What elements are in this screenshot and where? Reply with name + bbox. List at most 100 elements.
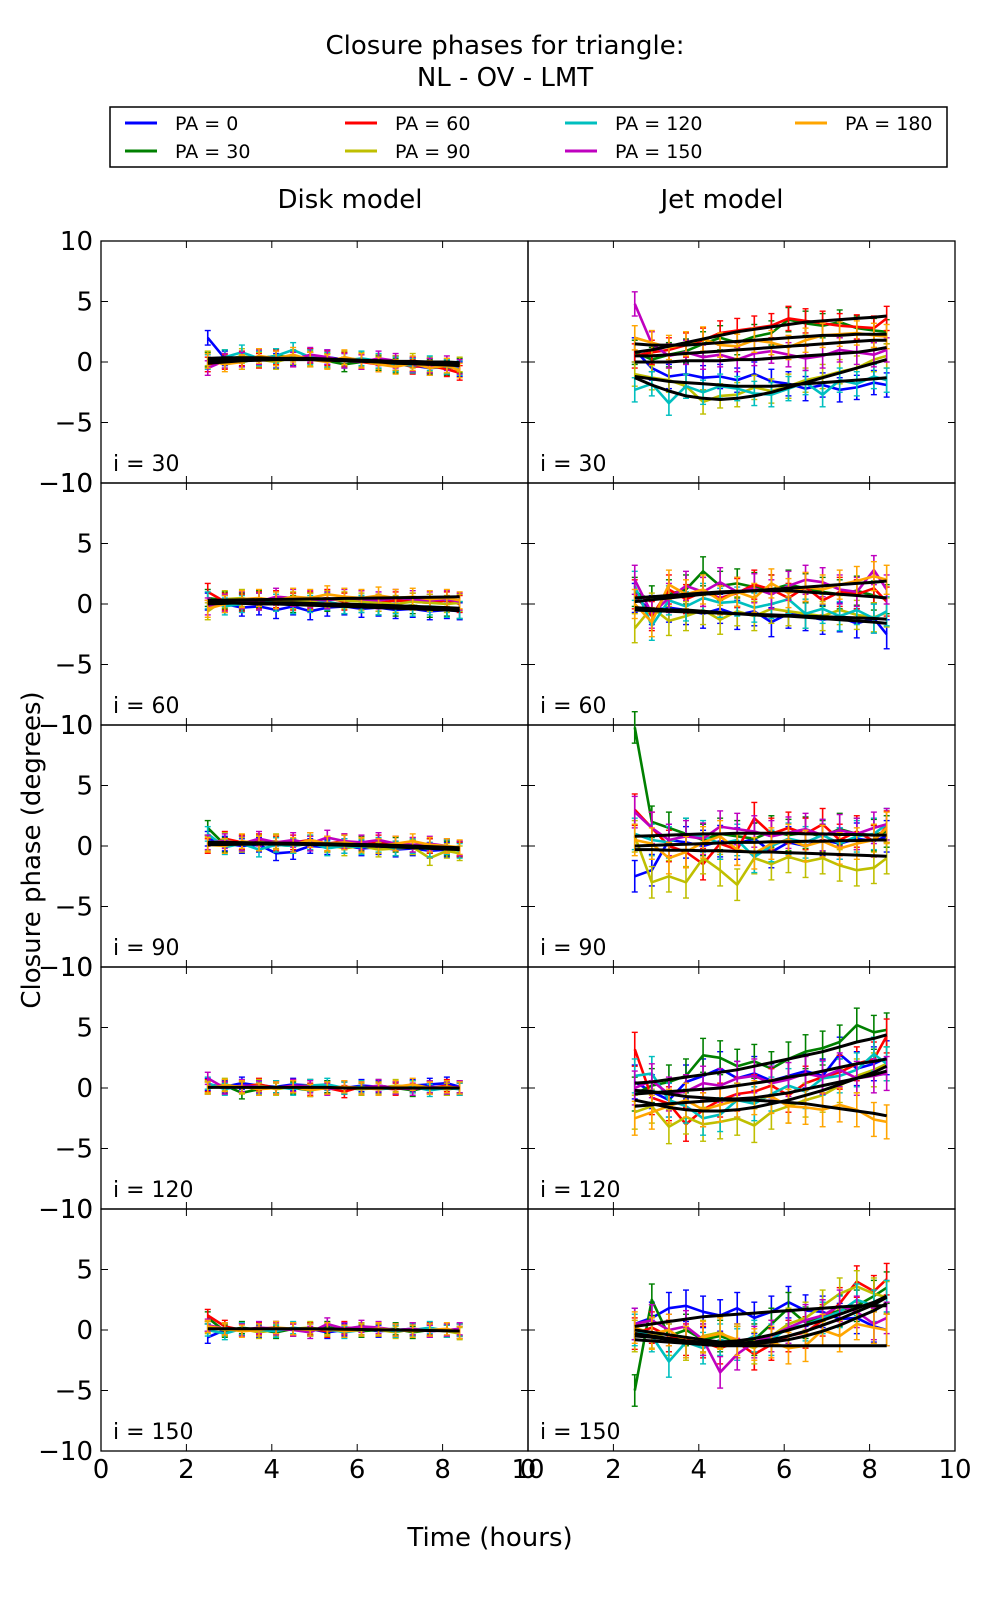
- y-tick-label: 0: [76, 348, 93, 378]
- panel-jet-150: 0 2 4 6 8 10 i = 150: [520, 1208, 972, 1485]
- figure-title-line-1: Closure phases for triangle:: [326, 31, 685, 61]
- x-tick-label: 0: [93, 1455, 110, 1485]
- y-tick-label: −10: [38, 953, 93, 983]
- model-curve: [634, 1338, 887, 1348]
- legend-label: PA = 30: [175, 141, 250, 163]
- series-line-pa-90: [633, 835, 888, 887]
- x-tick-label: 6: [349, 1455, 366, 1485]
- inclination-label: i = 150: [540, 1420, 621, 1445]
- y-tick-label: −10: [38, 1437, 93, 1467]
- y-tick-label: 10: [60, 1195, 93, 1225]
- x-axis-label: Time (hours): [406, 1523, 572, 1553]
- y-tick-label: −10: [38, 711, 93, 741]
- panel-frame: [527, 1208, 956, 1452]
- legend-label: PA = 180: [845, 113, 933, 135]
- x-tick-label: 8: [861, 1455, 878, 1485]
- series-line-pa-60: [634, 1278, 888, 1356]
- model-curve: [207, 1085, 460, 1090]
- inclination-label: i = 150: [113, 1420, 194, 1445]
- panel-jet-90: i = 90: [527, 710, 956, 968]
- model-curve: [634, 1302, 888, 1345]
- y-tick-label: 0: [76, 832, 93, 862]
- y-tick-label: −10: [38, 469, 93, 499]
- y-tick-label: −5: [55, 1377, 93, 1407]
- model-curve: [634, 1069, 888, 1101]
- y-tick-label: −5: [55, 1135, 93, 1165]
- x-tick-label: 0: [520, 1455, 537, 1485]
- model-curve: [634, 589, 887, 600]
- y-tick-label: 5: [76, 1014, 93, 1044]
- legend: PA = 0 PA = 30 PA = 60 PA = 90 PA = 120 PA = …: [109, 106, 948, 168]
- model-curve: [634, 838, 887, 848]
- x-tick-label: 4: [691, 1455, 708, 1485]
- y-tick-label: 5: [76, 288, 93, 318]
- model-curve: [634, 831, 887, 838]
- inclination-label: i = 60: [113, 694, 180, 719]
- y-tick-label: 0: [76, 1074, 93, 1104]
- panel-jet-120: i = 120: [527, 966, 956, 1210]
- model-curve: [207, 1327, 460, 1333]
- y-tick-label: 5: [76, 530, 93, 560]
- model-curve: [207, 842, 460, 852]
- model-curve: [634, 848, 887, 858]
- model-curve: [634, 1304, 887, 1328]
- model-curve: [634, 1033, 888, 1085]
- legend-label: PA = 120: [615, 113, 703, 135]
- model-curve: [634, 346, 887, 364]
- y-tick-label: 5: [76, 772, 93, 802]
- panel-frame: [527, 966, 956, 1210]
- legend-label: PA = 90: [395, 141, 470, 163]
- panel-frame: [527, 240, 956, 484]
- column-title-jet: Jet model: [658, 185, 783, 215]
- legend-label: PA = 150: [615, 141, 703, 163]
- series-line-pa-120: [633, 585, 888, 628]
- x-tick-label: 2: [605, 1455, 622, 1485]
- y-tick-label: 10: [60, 227, 93, 257]
- inclination-label: i = 30: [540, 452, 607, 477]
- inclination-label: i = 90: [540, 936, 607, 961]
- y-tick-label: −5: [55, 651, 93, 681]
- inclination-label: i = 30: [113, 452, 180, 477]
- model-curve: [634, 375, 887, 388]
- series-line-pa-150: [633, 303, 888, 361]
- legend-label: PA = 60: [395, 113, 470, 135]
- panel-disk-120: −10 −5 0 5 10 i = 120: [38, 953, 529, 1225]
- legend-box: [109, 106, 948, 168]
- legend-label: PA = 0: [175, 113, 238, 135]
- series-line-pa-150: [634, 1068, 887, 1096]
- series-line-pa-180: [634, 826, 888, 860]
- x-tick-label: 8: [434, 1455, 451, 1485]
- model-curve: [634, 1057, 887, 1096]
- inclination-label: i = 120: [113, 1178, 194, 1203]
- y-axis-label: Closure phase (degrees): [17, 691, 47, 1008]
- x-tick-label: 4: [264, 1455, 281, 1485]
- model-curve: [634, 1295, 888, 1346]
- series-line-pa-0: [633, 349, 887, 392]
- y-tick-label: −5: [55, 409, 93, 439]
- panel-disk-90: −10 −5 0 5 10 i = 90: [38, 711, 529, 983]
- x-tick-label: 2: [178, 1455, 195, 1485]
- model-curve: [634, 338, 887, 358]
- panel-jet-30: i = 30: [527, 240, 956, 484]
- inclination-label: i = 60: [540, 694, 607, 719]
- figure-title-line-2: NL - OV - LMT: [417, 63, 593, 93]
- y-tick-label: 0: [76, 1316, 93, 1346]
- series-line-pa-0: [634, 1300, 888, 1332]
- panel-disk-30: −10 −5 0 5 10 i = 30: [38, 227, 529, 499]
- y-tick-label: −10: [38, 1195, 93, 1225]
- panel-grid: −10 −5 0 5 10 i = 30 i = 30 −10 −5 0 5 10 i = 60 i = …: [38, 227, 971, 1485]
- panel-frame: [100, 240, 529, 484]
- inclination-label: i = 120: [540, 1178, 621, 1203]
- column-title-disk: Disk model: [277, 185, 422, 215]
- model-curve: [207, 356, 460, 365]
- series-line-pa-150: [634, 1304, 888, 1374]
- inclination-label: i = 90: [113, 936, 180, 961]
- series-line-pa-60: [633, 1035, 888, 1126]
- model-curve: [634, 1098, 887, 1118]
- y-tick-label: 10: [60, 711, 93, 741]
- model-curve: [634, 332, 887, 347]
- panel-jet-60: i = 60: [527, 482, 956, 726]
- y-tick-label: −5: [55, 893, 93, 923]
